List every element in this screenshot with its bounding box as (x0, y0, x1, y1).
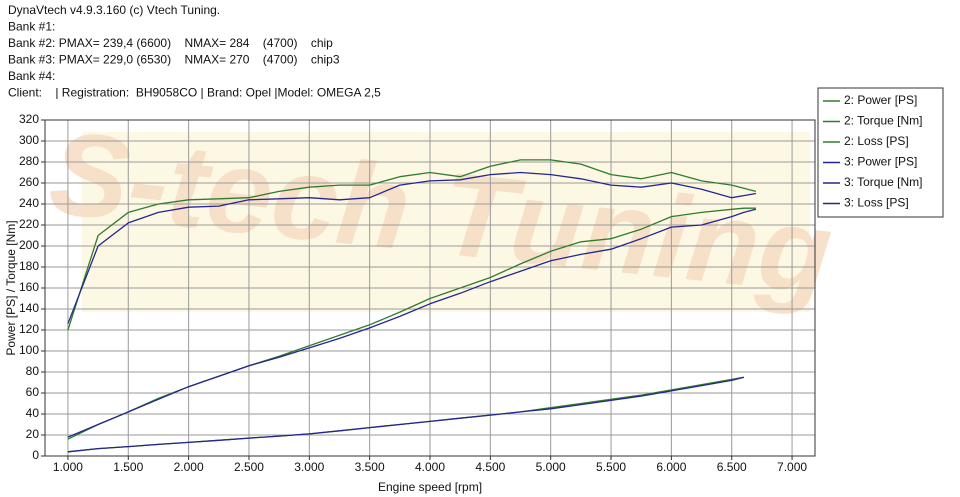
y-tick-label: 260 (19, 175, 39, 189)
header-line: Bank #1: (8, 20, 55, 34)
legend-label: 3: Power [PS] (844, 155, 917, 169)
x-tick-label: 6.500 (717, 460, 747, 474)
legend-label: 2: Torque [Nm] (844, 114, 922, 128)
x-tick-label: 1.500 (113, 460, 143, 474)
y-tick-label: 220 (19, 217, 39, 231)
y-tick-label: 100 (19, 343, 39, 357)
y-tick-label: 40 (26, 406, 40, 420)
x-tick-label: 5.500 (596, 460, 626, 474)
legend-label: 2: Power [PS] (844, 93, 917, 107)
x-tick-label: 3.500 (355, 460, 385, 474)
x-tick-label: 5.000 (536, 460, 566, 474)
x-tick-label: 7.000 (777, 460, 807, 474)
x-tick-label: 1.000 (53, 460, 83, 474)
x-tick-label: 4.000 (415, 460, 445, 474)
y-tick-label: 240 (19, 196, 39, 210)
header-line: Client: | Registration: BH9058CO | Brand… (8, 86, 381, 100)
series-line (67, 171, 757, 324)
header-line: Bank #4: (8, 69, 55, 83)
y-tick-label: 300 (19, 133, 39, 147)
y-tick-label: 280 (19, 154, 39, 168)
y-tick-label: 60 (26, 385, 40, 399)
y-axis-label: Power [PS] / Torque [Nm] (4, 220, 18, 355)
legend-box (817, 87, 944, 218)
x-axis-label: Engine speed [rpm] (378, 480, 482, 494)
y-tick-label: 80 (26, 364, 40, 378)
y-tick-label: 140 (19, 301, 39, 315)
x-tick-label: 2.500 (234, 460, 264, 474)
legend-label: 3: Loss [PS] (844, 196, 909, 210)
y-tick-label: 320 (19, 112, 39, 126)
series-line (67, 208, 757, 438)
y-tick-label: 160 (19, 280, 39, 294)
header-line: Bank #3: PMAX= 229,0 (6530) NMAX= 270 (4… (8, 53, 340, 67)
y-tick-label: 180 (19, 259, 39, 273)
legend-label: 3: Torque [Nm] (844, 175, 922, 189)
y-tick-label: 200 (19, 238, 39, 252)
x-tick-label: 6.000 (656, 460, 686, 474)
series-line (67, 376, 744, 453)
x-tick-label: 2.000 (174, 460, 204, 474)
plot-border (44, 119, 816, 457)
y-tick-label: 0 (32, 448, 39, 462)
x-tick-label: 3.000 (294, 460, 324, 474)
x-tick-label: 4.500 (475, 460, 505, 474)
y-tick-label: 20 (26, 427, 40, 441)
y-tick-label: 120 (19, 322, 39, 336)
legend-label: 2: Loss [PS] (844, 134, 909, 148)
series-line (67, 159, 757, 331)
header-line: Bank #2: PMAX= 239,4 (6600) NMAX= 284 (4… (8, 36, 333, 50)
header-line: DynaVtech v4.9.3.160 (c) Vtech Tuning. (8, 3, 220, 17)
